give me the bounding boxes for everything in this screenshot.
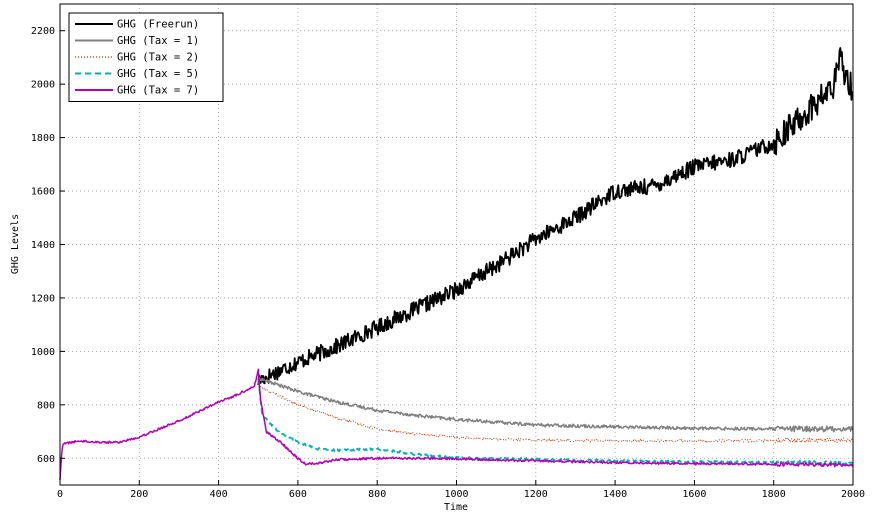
x-tick-label: 1000 (444, 489, 468, 500)
x-tick-label: 1800 (762, 489, 786, 500)
legend-box (68, 12, 224, 102)
y-tick-label: 1400 (31, 240, 55, 251)
y-tick-label: 1200 (31, 293, 55, 304)
series-layer (59, 47, 854, 480)
series-line-2 (257, 385, 854, 444)
legend-label-0: GHG (Freerun) (117, 19, 199, 31)
x-tick-label: 200 (130, 489, 148, 500)
x-axis-ticks: 0 200 400 600 800 1000 1200 1400 1600 1800 2000 (57, 480, 865, 500)
legend-label-2: GHG (Tax = 2) (117, 52, 199, 64)
x-tick-label: 1600 (682, 489, 706, 500)
x-tick-label: 800 (368, 489, 386, 500)
series-line-3 (257, 378, 854, 466)
y-tick-label: 2000 (31, 80, 55, 91)
y-tick-label: 2200 (31, 26, 55, 37)
x-tick-label: 2000 (841, 489, 865, 500)
series-line-4 (59, 368, 854, 480)
x-tick-label: 1400 (603, 489, 627, 500)
legend: GHG (Freerun) GHG (Tax = 1) GHG (Tax = 2) G… (68, 12, 224, 102)
y-tick-label: 1800 (31, 133, 55, 144)
series-line-1 (257, 376, 854, 433)
y-tick-label: 1600 (31, 187, 55, 198)
y-tick-label: 600 (37, 454, 55, 465)
series-line-0 (257, 47, 854, 385)
y-tick-label: 1000 (31, 347, 55, 358)
legend-label-3: GHG (Tax = 5) (117, 68, 199, 80)
x-tick-label: 400 (210, 489, 228, 500)
x-axis-label: Time (444, 502, 468, 513)
x-tick-label: 600 (289, 489, 307, 500)
y-tick-label: 800 (37, 400, 55, 411)
legend-label-1: GHG (Tax = 1) (117, 35, 199, 47)
x-tick-label: 1200 (524, 489, 548, 500)
y-axis-ticks: 600 800 1000 1200 1400 1600 1800 2000 2200 (31, 26, 65, 465)
y-axis-label: GHG Levels (10, 214, 21, 274)
legend-label-4: GHG (Tax = 7) (117, 85, 199, 97)
x-tick-label: 0 (57, 489, 63, 500)
